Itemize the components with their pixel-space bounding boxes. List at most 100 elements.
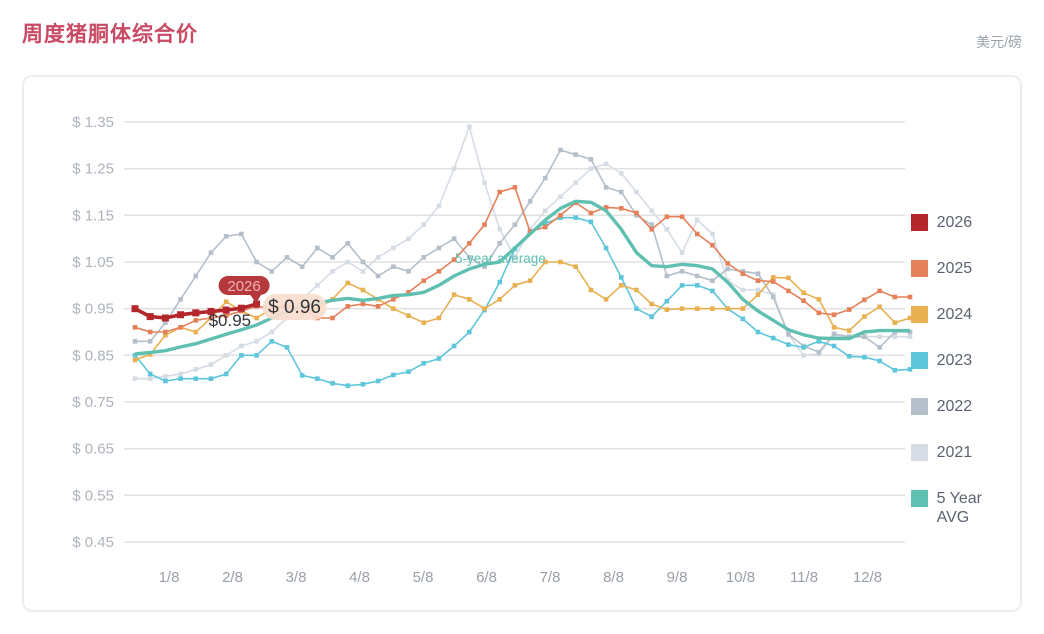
data-point [862, 297, 867, 303]
data-point [786, 342, 791, 347]
data-point [679, 250, 685, 255]
data-point [391, 297, 396, 302]
data-point [147, 376, 153, 381]
data-point [786, 332, 791, 337]
data-point [391, 372, 396, 378]
previous-value-label: $0.95 [209, 311, 252, 330]
data-point [239, 353, 244, 358]
data-point [770, 335, 776, 341]
data-point [421, 255, 427, 260]
data-point [284, 345, 290, 350]
legend-item-2026[interactable]: 2026 [910, 213, 982, 232]
data-point [770, 292, 776, 297]
legend-item-2025[interactable]: 2025 [910, 259, 982, 278]
current-value-pill [262, 294, 327, 320]
legend-item-2023[interactable]: 2023 [910, 351, 982, 370]
data-point [573, 264, 578, 269]
data-point [193, 367, 199, 372]
y-axis-label: $ 1.25 [72, 161, 114, 178]
data-point [406, 369, 411, 374]
data-point [801, 290, 806, 296]
data-point [786, 288, 791, 294]
data-point [664, 307, 670, 312]
data-point [482, 306, 487, 311]
data-point [254, 259, 259, 265]
series-5-year-avg [134, 199, 910, 356]
data-point [223, 371, 229, 377]
legend-swatch [910, 398, 928, 415]
data-point [740, 271, 746, 276]
legend-item-2021[interactable]: 2021 [910, 443, 982, 462]
y-axis-label: $ 0.85 [72, 347, 114, 364]
data-point [147, 339, 153, 344]
data-point [406, 290, 411, 295]
y-axis-label: $ 1.15 [72, 207, 114, 224]
y-axis-label: $ 0.75 [72, 394, 114, 411]
legend-item-2022[interactable]: 2022 [910, 397, 982, 416]
data-point [755, 329, 761, 335]
data-point [816, 349, 822, 355]
data-point [375, 255, 381, 260]
legend-item-2024[interactable]: 2024 [910, 305, 982, 324]
data-point [770, 279, 776, 284]
data-point [253, 300, 261, 308]
price-line-chart: $ 1.35 $ 1.25 $ 1.15 $ 1.05 $ 0.95 $ 0.85 $ 0.… [72, 114, 913, 586]
data-point [254, 315, 259, 321]
x-axis-label: 5/8 [413, 569, 434, 586]
data-point [208, 315, 214, 321]
x-axis-label: 8/8 [603, 569, 624, 586]
y-axis-label: $ 0.95 [72, 301, 114, 318]
data-point [436, 315, 442, 321]
data-point [421, 222, 427, 227]
series-line [135, 149, 910, 353]
current-value-label: $ 0.96 [268, 297, 321, 318]
data-point [208, 362, 214, 367]
data-point [497, 297, 503, 302]
data-point [512, 222, 518, 227]
data-point [542, 259, 548, 265]
data-point [451, 292, 457, 297]
data-point [770, 294, 776, 300]
series-line [134, 199, 910, 356]
data-point [222, 306, 230, 314]
data-point [710, 278, 715, 283]
data-point [588, 287, 594, 293]
x-axis-label: 3/8 [286, 569, 307, 586]
data-point [664, 227, 670, 232]
data-point [512, 255, 518, 260]
data-point [497, 279, 503, 285]
data-point [131, 305, 139, 313]
data-point [406, 313, 411, 318]
data-point [360, 301, 366, 307]
data-point [177, 311, 185, 319]
data-point [846, 328, 852, 333]
data-point [315, 283, 320, 288]
data-point [725, 266, 730, 272]
data-point [831, 343, 837, 349]
data-point [497, 241, 503, 246]
data-point [831, 331, 837, 337]
legend-label: 2025 [936, 260, 973, 277]
data-point [436, 203, 442, 209]
data-point [406, 269, 411, 274]
y-axis-label: $ 0.65 [72, 441, 114, 458]
data-point [360, 269, 366, 274]
data-point [163, 378, 168, 384]
data-point [467, 241, 472, 246]
data-point [315, 245, 320, 251]
data-point [679, 306, 685, 311]
data-point [391, 306, 396, 311]
data-point [360, 259, 366, 265]
data-point [254, 353, 259, 358]
data-point [877, 358, 882, 364]
data-point [816, 339, 822, 344]
data-point [208, 250, 214, 255]
data-point [406, 236, 411, 241]
legend-item-5-year-avg[interactable]: 5 Year AVG [910, 489, 982, 527]
data-point [299, 264, 305, 269]
data-point [497, 227, 503, 232]
page-title: 周度猪胴体综合价 [22, 23, 198, 46]
y-axis-label: $ 0.45 [72, 534, 114, 551]
legend-label: 2026 [936, 214, 973, 231]
legend-label: 2024 [936, 306, 973, 323]
